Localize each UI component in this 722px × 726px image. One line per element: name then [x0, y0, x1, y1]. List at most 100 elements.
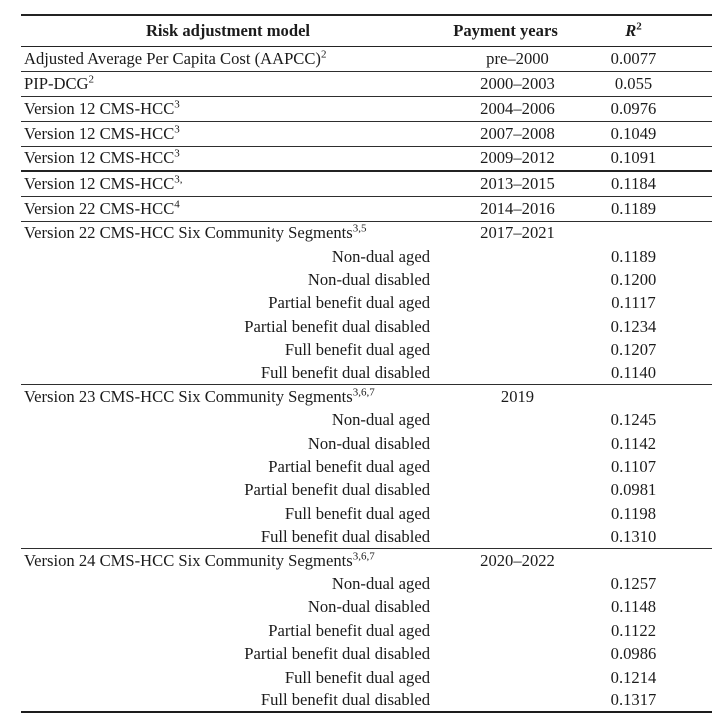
r-squared-cell: 0.0981	[610, 480, 657, 500]
model-cell: Full benefit dual aged	[21, 504, 435, 524]
footnote-superscript: 3	[174, 97, 180, 110]
table-row: Non-dual aged 0.1245	[21, 409, 712, 432]
column-header-payment-years: Payment years	[453, 20, 558, 40]
table-row: Non-dual disabled 0.1148	[21, 596, 712, 619]
table-row: Non-dual aged 0.1257	[21, 572, 712, 595]
r-squared-cell: 0.1189	[610, 198, 657, 218]
table-row: Full benefit dual aged 0.1198	[21, 502, 712, 525]
r-squared-cell: 0.1245	[610, 410, 657, 430]
payment-years-cell: 2013–2015	[480, 173, 555, 193]
r-squared-cell: 0.055	[614, 73, 653, 93]
model-label: Version 12 CMS-HCC	[24, 98, 175, 118]
model-label: Full benefit dual disabled	[260, 526, 430, 546]
table-row: Partial benefit dual aged 0.1117	[21, 292, 712, 315]
table-row: Non-dual disabled 0.1200	[21, 268, 712, 291]
model-cell: Full benefit dual aged	[21, 340, 435, 360]
r-squared-cell: 0.1257	[610, 574, 657, 594]
r-squared-cell: 0.1140	[610, 363, 657, 383]
r-squared-cell: 0.0986	[610, 644, 657, 664]
model-cell: PIP-DCG2	[21, 73, 435, 94]
table-row: Full benefit dual disabled 0.1310	[21, 526, 712, 549]
r-squared-cell: 0.1091	[610, 148, 657, 167]
r-squared-cell: 0.1117	[611, 293, 656, 313]
model-label: Full benefit dual aged	[284, 667, 430, 687]
payment-years-cell: 2004–2006	[480, 98, 555, 118]
table-row: Version 22 CMS-HCC Six Community Segment…	[21, 222, 712, 245]
model-cell: Full benefit dual disabled	[21, 363, 435, 383]
model-label: Full benefit dual disabled	[260, 690, 430, 709]
footnote-superscript: 3	[174, 122, 180, 135]
table-row: Adjusted Average Per Capita Cost (AAPCC)…	[21, 47, 712, 72]
model-cell: Adjusted Average Per Capita Cost (AAPCC)…	[21, 47, 435, 69]
model-label: Version 22 CMS-HCC	[24, 198, 175, 218]
model-cell: Non-dual aged	[21, 247, 435, 267]
model-cell: Version 22 CMS-HCC Six Community Segment…	[21, 223, 435, 243]
payment-years-cell: 2007–2008	[480, 123, 555, 143]
r-squared-cell: 0.1317	[610, 690, 657, 709]
table-row: Non-dual aged 0.1189	[21, 245, 712, 268]
r-squared-exponent: 2	[636, 20, 642, 33]
table-row: Partial benefit dual aged 0.1122	[21, 619, 712, 642]
model-label: Non-dual disabled	[307, 269, 430, 289]
r-squared-cell: 0.1310	[610, 526, 657, 546]
model-label: Partial benefit dual disabled	[244, 644, 430, 664]
table-row: Full benefit dual disabled 0.1317	[21, 689, 712, 713]
model-label: Version 12 CMS-HCC	[24, 123, 175, 143]
footnote-superscript: 3,6,7	[352, 550, 375, 563]
table-row: Partial benefit dual disabled 0.0981	[21, 479, 712, 502]
model-label: Version 23 CMS-HCC Six Community Segment…	[24, 386, 353, 406]
model-label: Adjusted Average Per Capita Cost (AAPCC)	[24, 48, 321, 68]
model-cell: Version 23 CMS-HCC Six Community Segment…	[21, 387, 435, 407]
footnote-superscript: 3,	[174, 172, 183, 185]
model-label: Full benefit dual aged	[284, 340, 430, 360]
model-cell: Full benefit dual disabled	[21, 690, 435, 710]
table-row: Version 12 CMS-HCC3 2009–2012 0.1091	[21, 147, 712, 172]
model-label: Partial benefit dual aged	[268, 620, 430, 640]
r-squared-symbol: R	[625, 20, 637, 40]
model-label: Non-dual aged	[331, 410, 430, 430]
model-cell: Version 24 CMS-HCC Six Community Segment…	[21, 551, 435, 571]
model-cell: Partial benefit dual disabled	[21, 317, 435, 337]
model-cell: Partial benefit dual disabled	[21, 644, 435, 664]
model-cell: Non-dual aged	[21, 574, 435, 594]
model-cell: Version 12 CMS-HCC3,	[21, 172, 435, 194]
model-label: Version 22 CMS-HCC Six Community Segment…	[24, 223, 353, 243]
table-row: Partial benefit dual aged 0.1107	[21, 455, 712, 478]
footnote-superscript: 2	[320, 47, 327, 60]
table-body: Adjusted Average Per Capita Cost (AAPCC)…	[21, 47, 712, 713]
risk-adjustment-model-table: Risk adjustment model Payment years R2 A…	[21, 14, 712, 713]
payment-years-cell: pre–2000	[486, 48, 549, 68]
table-row: Version 23 CMS-HCC Six Community Segment…	[21, 385, 712, 408]
model-cell: Version 22 CMS-HCC4	[21, 198, 435, 219]
model-cell: Non-dual disabled	[21, 270, 435, 290]
r-squared-cell: 0.1189	[610, 246, 657, 266]
model-cell: Version 12 CMS-HCC3	[21, 97, 435, 119]
footnote-superscript: 3,5	[352, 222, 367, 235]
model-cell: Full benefit dual aged	[21, 668, 435, 688]
table-row: PIP-DCG2 2000–2003 0.055	[21, 72, 712, 97]
r-squared-cell: 0.1148	[610, 597, 657, 617]
model-label: Version 24 CMS-HCC Six Community Segment…	[24, 550, 353, 570]
model-label: Partial benefit dual aged	[268, 293, 430, 313]
column-header-r-squared: R2	[600, 21, 712, 41]
payment-years-cell: 2020–2022	[480, 550, 555, 570]
model-label: Full benefit dual disabled	[260, 363, 430, 383]
r-squared-cell: 0.1198	[610, 503, 657, 523]
r-squared-cell: 0.0976	[610, 98, 657, 118]
model-cell: Partial benefit dual aged	[21, 457, 435, 477]
payment-years-cell: 2017–2021	[480, 223, 555, 243]
model-cell: Partial benefit dual aged	[21, 621, 435, 641]
model-label: Partial benefit dual disabled	[244, 316, 430, 336]
table-row: Full benefit dual disabled 0.1140	[21, 362, 712, 386]
table-row: Version 12 CMS-HCC3, 2013–2015 0.1184	[21, 172, 712, 197]
model-cell: Non-dual disabled	[21, 434, 435, 454]
r-squared-cell: 0.1122	[610, 620, 657, 640]
r-squared-cell: 0.1214	[610, 667, 657, 687]
r-squared-cell: 0.1234	[610, 316, 657, 336]
r-squared-cell: 0.1200	[610, 269, 657, 289]
model-label: Non-dual disabled	[307, 597, 430, 617]
model-label: PIP-DCG	[24, 73, 89, 93]
footnote-superscript: 3,6,7	[352, 386, 375, 399]
r-squared-cell: 0.1142	[610, 433, 657, 453]
table-row: Version 22 CMS-HCC4 2014–2016 0.1189	[21, 197, 712, 222]
